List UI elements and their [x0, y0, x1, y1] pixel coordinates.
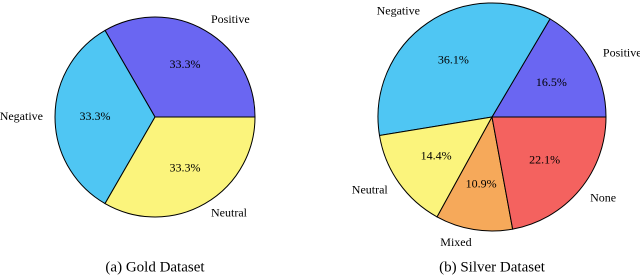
category-label: None — [590, 190, 616, 204]
value-label: 33.3% — [170, 57, 201, 71]
category-label: Negative — [377, 3, 420, 17]
category-label: Neutral — [352, 182, 389, 196]
value-label: 16.5% — [536, 75, 567, 89]
pie-slice — [491, 18, 607, 118]
category-label: Positive — [603, 45, 640, 59]
pie-slice — [491, 116, 607, 230]
value-label: 36.1% — [438, 52, 469, 66]
value-label: 10.9% — [466, 176, 497, 190]
pie-slice — [104, 116, 256, 218]
category-label: Neutral — [211, 206, 248, 220]
pie-slice — [104, 16, 256, 118]
category-label: Negative — [0, 109, 43, 123]
chart-caption: (b) Silver Dataset — [439, 259, 546, 275]
chart-caption: (a) Gold Dataset — [105, 259, 205, 275]
value-label: 33.3% — [80, 109, 111, 123]
pie-slice — [377, 2, 551, 137]
value-label: 22.1% — [529, 153, 560, 167]
value-label: 14.4% — [421, 148, 452, 162]
category-label: Mixed — [440, 235, 471, 249]
pie-slice — [436, 115, 514, 232]
value-label: 33.3% — [170, 161, 201, 175]
pie-slice — [378, 116, 493, 218]
category-label: Positive — [211, 12, 250, 26]
pie-slice — [54, 29, 156, 205]
